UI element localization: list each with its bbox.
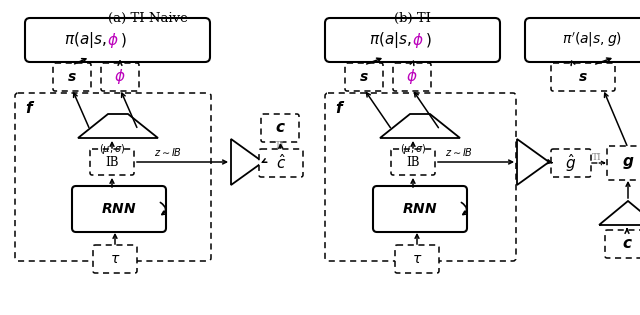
FancyBboxPatch shape [393, 63, 431, 91]
FancyBboxPatch shape [525, 18, 640, 62]
Text: IB: IB [406, 156, 420, 169]
Text: $\boldsymbol{s}$: $\boldsymbol{s}$ [67, 70, 77, 84]
Text: $\phi$: $\phi$ [107, 31, 118, 49]
Text: $\hat{c}$: $\hat{c}$ [276, 153, 286, 172]
FancyBboxPatch shape [605, 230, 640, 258]
Text: $\boldsymbol{c}$: $\boldsymbol{c}$ [621, 237, 632, 251]
Text: $\pi'(a|s,g)$: $\pi'(a|s,g)$ [562, 31, 622, 49]
FancyBboxPatch shape [325, 93, 516, 261]
Text: $\pi(a|s,$: $\pi(a|s,$ [369, 30, 412, 50]
FancyBboxPatch shape [259, 149, 303, 177]
Text: $\boldsymbol{f}$: $\boldsymbol{f}$ [25, 100, 35, 116]
Text: (a) TI Naive: (a) TI Naive [108, 12, 188, 25]
FancyBboxPatch shape [395, 245, 439, 273]
FancyBboxPatch shape [90, 149, 134, 175]
Text: $\boldsymbol{s}$: $\boldsymbol{s}$ [359, 70, 369, 84]
Text: $\phi$: $\phi$ [406, 67, 418, 87]
Text: $\pi(a|s,$: $\pi(a|s,$ [64, 30, 107, 50]
Text: $\boldsymbol{s}$: $\boldsymbol{s}$ [578, 70, 588, 84]
Text: $\boldsymbol{c}$: $\boldsymbol{c}$ [275, 121, 285, 135]
Text: (b) TI: (b) TI [394, 12, 431, 25]
Text: $\boldsymbol{g}$: $\boldsymbol{g}$ [622, 155, 634, 171]
Text: $)$: $)$ [120, 31, 127, 49]
Text: $\phi$: $\phi$ [412, 31, 424, 49]
Text: $z\sim IB$: $z\sim IB$ [154, 146, 182, 158]
FancyBboxPatch shape [25, 18, 210, 62]
Text: $\phi$: $\phi$ [114, 67, 126, 87]
FancyBboxPatch shape [373, 186, 467, 232]
FancyBboxPatch shape [261, 114, 299, 142]
FancyBboxPatch shape [53, 63, 91, 91]
FancyBboxPatch shape [345, 63, 383, 91]
FancyBboxPatch shape [325, 18, 500, 62]
FancyBboxPatch shape [72, 186, 166, 232]
Text: TI: TI [275, 141, 285, 151]
FancyBboxPatch shape [607, 146, 640, 180]
Text: $z\sim IB$: $z\sim IB$ [445, 146, 473, 158]
FancyBboxPatch shape [551, 63, 615, 91]
Text: $\tau$: $\tau$ [412, 252, 422, 266]
Text: $)$: $)$ [425, 31, 431, 49]
Text: $\boldsymbol{RNN}$: $\boldsymbol{RNN}$ [402, 202, 438, 216]
Text: $(\mu,\sigma)$: $(\mu,\sigma)$ [400, 142, 426, 156]
FancyBboxPatch shape [551, 149, 591, 177]
FancyBboxPatch shape [93, 245, 137, 273]
Text: $\boldsymbol{f}$: $\boldsymbol{f}$ [335, 100, 345, 116]
FancyBboxPatch shape [15, 93, 211, 261]
FancyBboxPatch shape [101, 63, 139, 91]
Text: $\tau$: $\tau$ [110, 252, 120, 266]
Text: $(\mu,\sigma)$: $(\mu,\sigma)$ [99, 142, 125, 156]
Text: TI: TI [592, 153, 602, 163]
Text: IB: IB [105, 156, 119, 169]
Text: $\hat{g}$: $\hat{g}$ [566, 152, 577, 174]
FancyBboxPatch shape [391, 149, 435, 175]
Text: $\boldsymbol{RNN}$: $\boldsymbol{RNN}$ [101, 202, 137, 216]
